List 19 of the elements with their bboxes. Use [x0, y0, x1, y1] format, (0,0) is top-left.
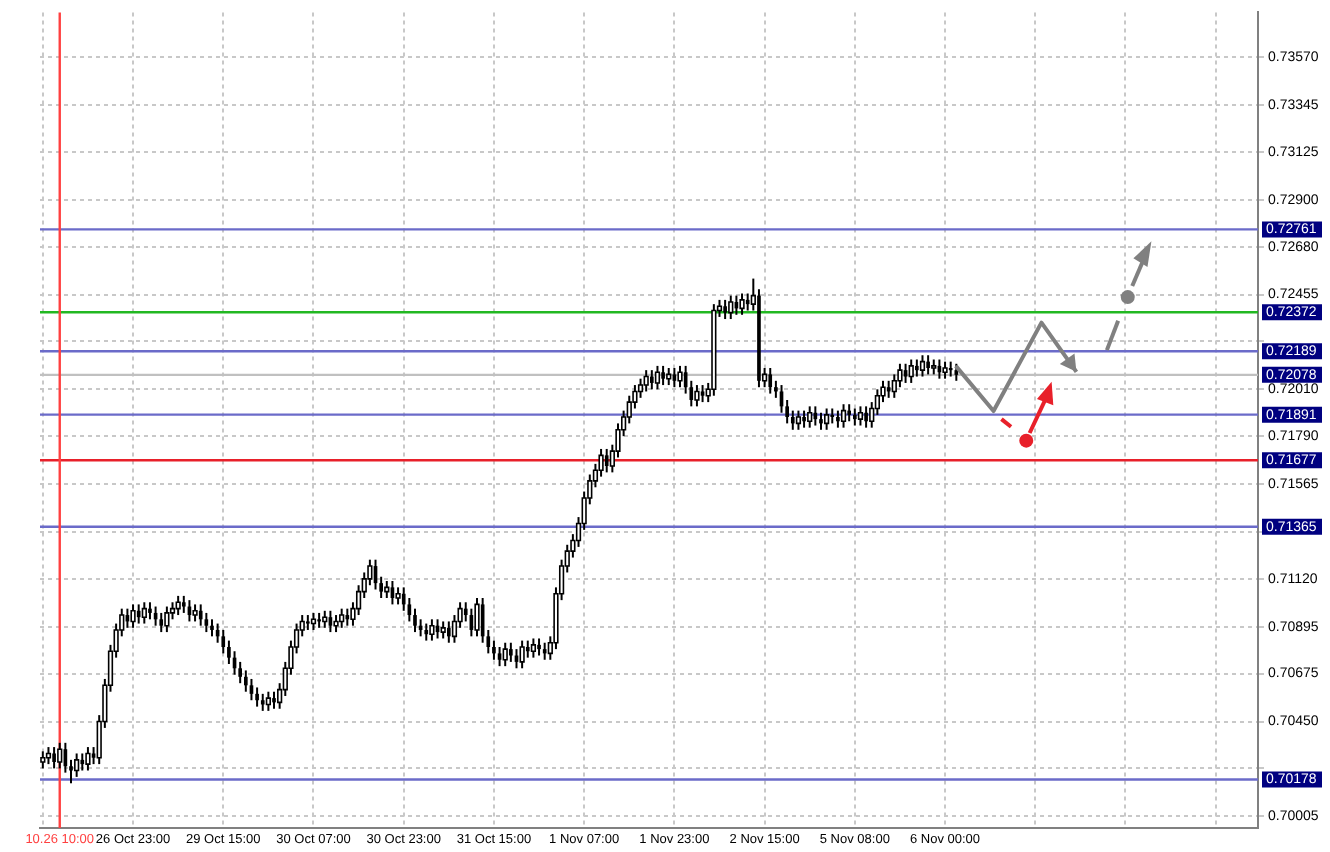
- candlestick: [926, 354, 930, 376]
- candlestick: [649, 369, 654, 391]
- candlestick: [497, 645, 502, 668]
- candlestick: [198, 603, 203, 627]
- candlestick: [768, 367, 773, 395]
- candlestick: [136, 603, 141, 625]
- candlestick: [52, 746, 56, 770]
- candlestick: [723, 298, 727, 321]
- candlestick: [243, 669, 248, 693]
- candlestick: [672, 367, 677, 389]
- candlestick: [255, 686, 259, 708]
- candlestick: [509, 641, 513, 663]
- candlestick: [604, 447, 609, 474]
- candlestick: [446, 620, 451, 644]
- candlestick: [159, 611, 164, 634]
- candlestick: [204, 611, 209, 634]
- candlestick: [661, 364, 665, 387]
- candlestick: [864, 405, 868, 429]
- candlestick: [903, 362, 908, 384]
